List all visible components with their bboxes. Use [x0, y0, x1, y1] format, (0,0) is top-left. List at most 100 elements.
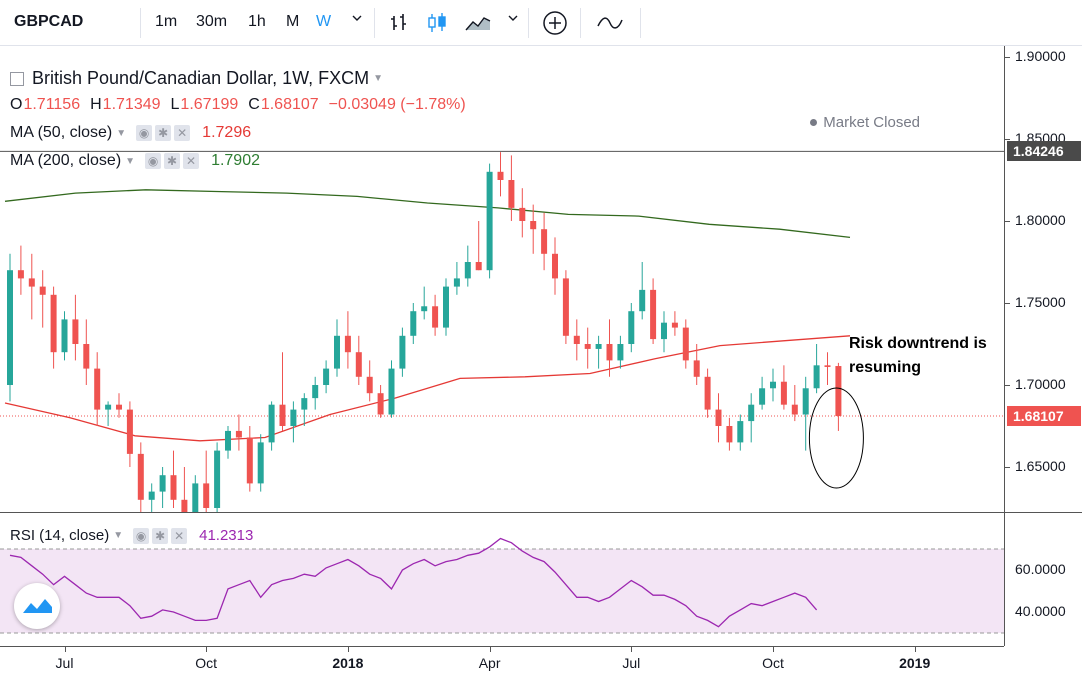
candle-body — [105, 404, 112, 410]
price-chart[interactable] — [0, 46, 1004, 512]
price-tick-mark — [1005, 467, 1010, 468]
candle-body — [170, 475, 177, 500]
open-key: O — [10, 96, 23, 113]
symbol-search[interactable]: GBPCAD — [14, 13, 84, 30]
symbol-description: British Pound/Canadian Dollar, 1W, FXCM — [32, 68, 370, 88]
price-tick-label: 1.75000 — [1015, 294, 1066, 310]
annotation-ellipse — [808, 387, 864, 489]
candle-body — [7, 270, 13, 385]
rsi-chevron-down-icon[interactable]: ▼ — [113, 530, 124, 541]
remove-icon[interactable]: ✕ — [183, 153, 200, 169]
candle-body — [137, 453, 144, 500]
main-chart-pane[interactable]: British Pound/Canadian Dollar, 1W, FXCM … — [0, 46, 1004, 512]
candle-body — [813, 365, 820, 389]
candle-body — [486, 171, 493, 271]
time-tick-label: Jul — [55, 655, 74, 671]
time-axis[interactable]: Jul Oct 2018 Apr Jul Oct 2019 — [0, 646, 1004, 678]
candle-body — [552, 253, 558, 279]
candle-body — [377, 393, 384, 415]
rsi-name: RSI (14, close) — [10, 527, 110, 544]
market-status-label: Market Closed — [823, 114, 920, 131]
visibility-icon[interactable]: ◉ — [133, 527, 150, 544]
candle-body — [192, 483, 199, 512]
remove-icon[interactable]: ✕ — [171, 527, 188, 544]
time-tick-label: Oct — [195, 655, 218, 671]
candle-body — [388, 368, 395, 415]
candle-body — [246, 437, 253, 484]
ma200-name: MA (200, close) — [10, 152, 122, 169]
candle-body — [595, 344, 602, 349]
indicators-icon[interactable] — [594, 8, 624, 38]
candle-body — [671, 322, 678, 328]
candle-body — [290, 409, 297, 426]
ma50-line — [4, 335, 851, 442]
time-tick-mark — [64, 647, 66, 652]
rsi-pane[interactable]: RSI (14, close) ▼ ◉ ✱ ✕ 41.2313 — [0, 513, 1004, 646]
market-status: Market Closed — [810, 114, 920, 131]
candle-body — [301, 398, 308, 410]
rsi-chart[interactable] — [0, 513, 1004, 646]
candle-body — [126, 409, 133, 454]
ma50-legend[interactable]: MA (50, close) ▼ ◉ ✱ ✕ 1.7296 — [10, 124, 251, 142]
settings-icon[interactable]: ✱ — [164, 153, 181, 169]
remove-icon[interactable]: ✕ — [174, 125, 191, 141]
candle-body — [770, 381, 776, 389]
visibility-icon[interactable]: ◉ — [145, 153, 162, 169]
candle-body — [628, 311, 635, 344]
candle-body — [50, 294, 57, 353]
candle-body — [148, 491, 155, 500]
add-compare-icon[interactable] — [540, 8, 570, 38]
candle-body — [802, 388, 809, 415]
candle-body — [704, 376, 711, 410]
candle-body — [682, 327, 689, 361]
ma200-chevron-down-icon[interactable]: ▼ — [125, 155, 136, 167]
interval-1m[interactable]: 1m — [155, 13, 178, 30]
interval-1h[interactable]: 1h — [248, 13, 266, 30]
price-tick-mark — [1005, 303, 1010, 304]
bar-chart-icon[interactable] — [384, 8, 414, 38]
candle-body — [61, 319, 68, 353]
candle-body — [323, 368, 330, 385]
axis-pane-divider — [1005, 512, 1082, 513]
pane-divider[interactable] — [0, 512, 1004, 513]
candle-body — [835, 366, 842, 417]
candle-body — [39, 286, 46, 295]
ma200-legend[interactable]: MA (200, close) ▼ ◉ ✱ ✕ 1.7902 — [10, 152, 260, 170]
settings-icon[interactable]: ✱ — [152, 527, 169, 544]
candle-body — [497, 171, 504, 180]
candlestick-icon[interactable] — [422, 8, 452, 38]
collapse-legend-icon[interactable] — [10, 71, 24, 86]
candle-body — [257, 442, 264, 484]
change-value: −0.03049 (−1.78%) — [328, 96, 466, 113]
candle-body — [17, 270, 24, 279]
chart-legend-title: British Pound/Canadian Dollar, 1W, FXCM … — [10, 68, 393, 89]
candle-body — [225, 430, 231, 451]
tradingview-logo-icon[interactable] — [14, 583, 60, 629]
rsi-band — [0, 549, 1004, 633]
rsi-line — [9, 537, 818, 628]
candle-body — [530, 221, 537, 230]
ma50-chevron-down-icon[interactable]: ▼ — [116, 127, 127, 139]
settings-icon[interactable]: ✱ — [155, 125, 172, 141]
rsi-legend[interactable]: RSI (14, close) ▼ ◉ ✱ ✕ 41.2313 — [10, 527, 253, 544]
toolbar-divider — [528, 8, 529, 38]
chart-type-chevron-down-icon[interactable] — [508, 12, 518, 26]
area-chart-icon[interactable] — [462, 8, 492, 38]
legend-chevron-down-icon[interactable]: ▼ — [373, 73, 384, 84]
close-value: 1.68107 — [260, 96, 319, 113]
interval-chevron-down-icon[interactable] — [352, 12, 362, 26]
candle-body — [214, 450, 221, 508]
interval-week[interactable]: W — [316, 13, 332, 30]
interval-month[interactable]: M — [286, 13, 300, 30]
candle-body — [410, 311, 417, 336]
chart-annotation: Risk downtrend is resuming — [849, 332, 987, 380]
price-axis[interactable]: 1.90000 1.85000 1.80000 1.75000 1.70000 1.650… — [1004, 46, 1082, 646]
last-price-label: 1.68107 — [1007, 406, 1081, 427]
candle-body — [606, 344, 613, 361]
candle-body — [475, 262, 482, 271]
candle-body — [519, 207, 526, 221]
candle-body — [443, 286, 449, 328]
visibility-icon[interactable]: ◉ — [136, 125, 153, 141]
toolbar-divider — [374, 8, 375, 38]
interval-30m[interactable]: 30m — [196, 13, 228, 30]
